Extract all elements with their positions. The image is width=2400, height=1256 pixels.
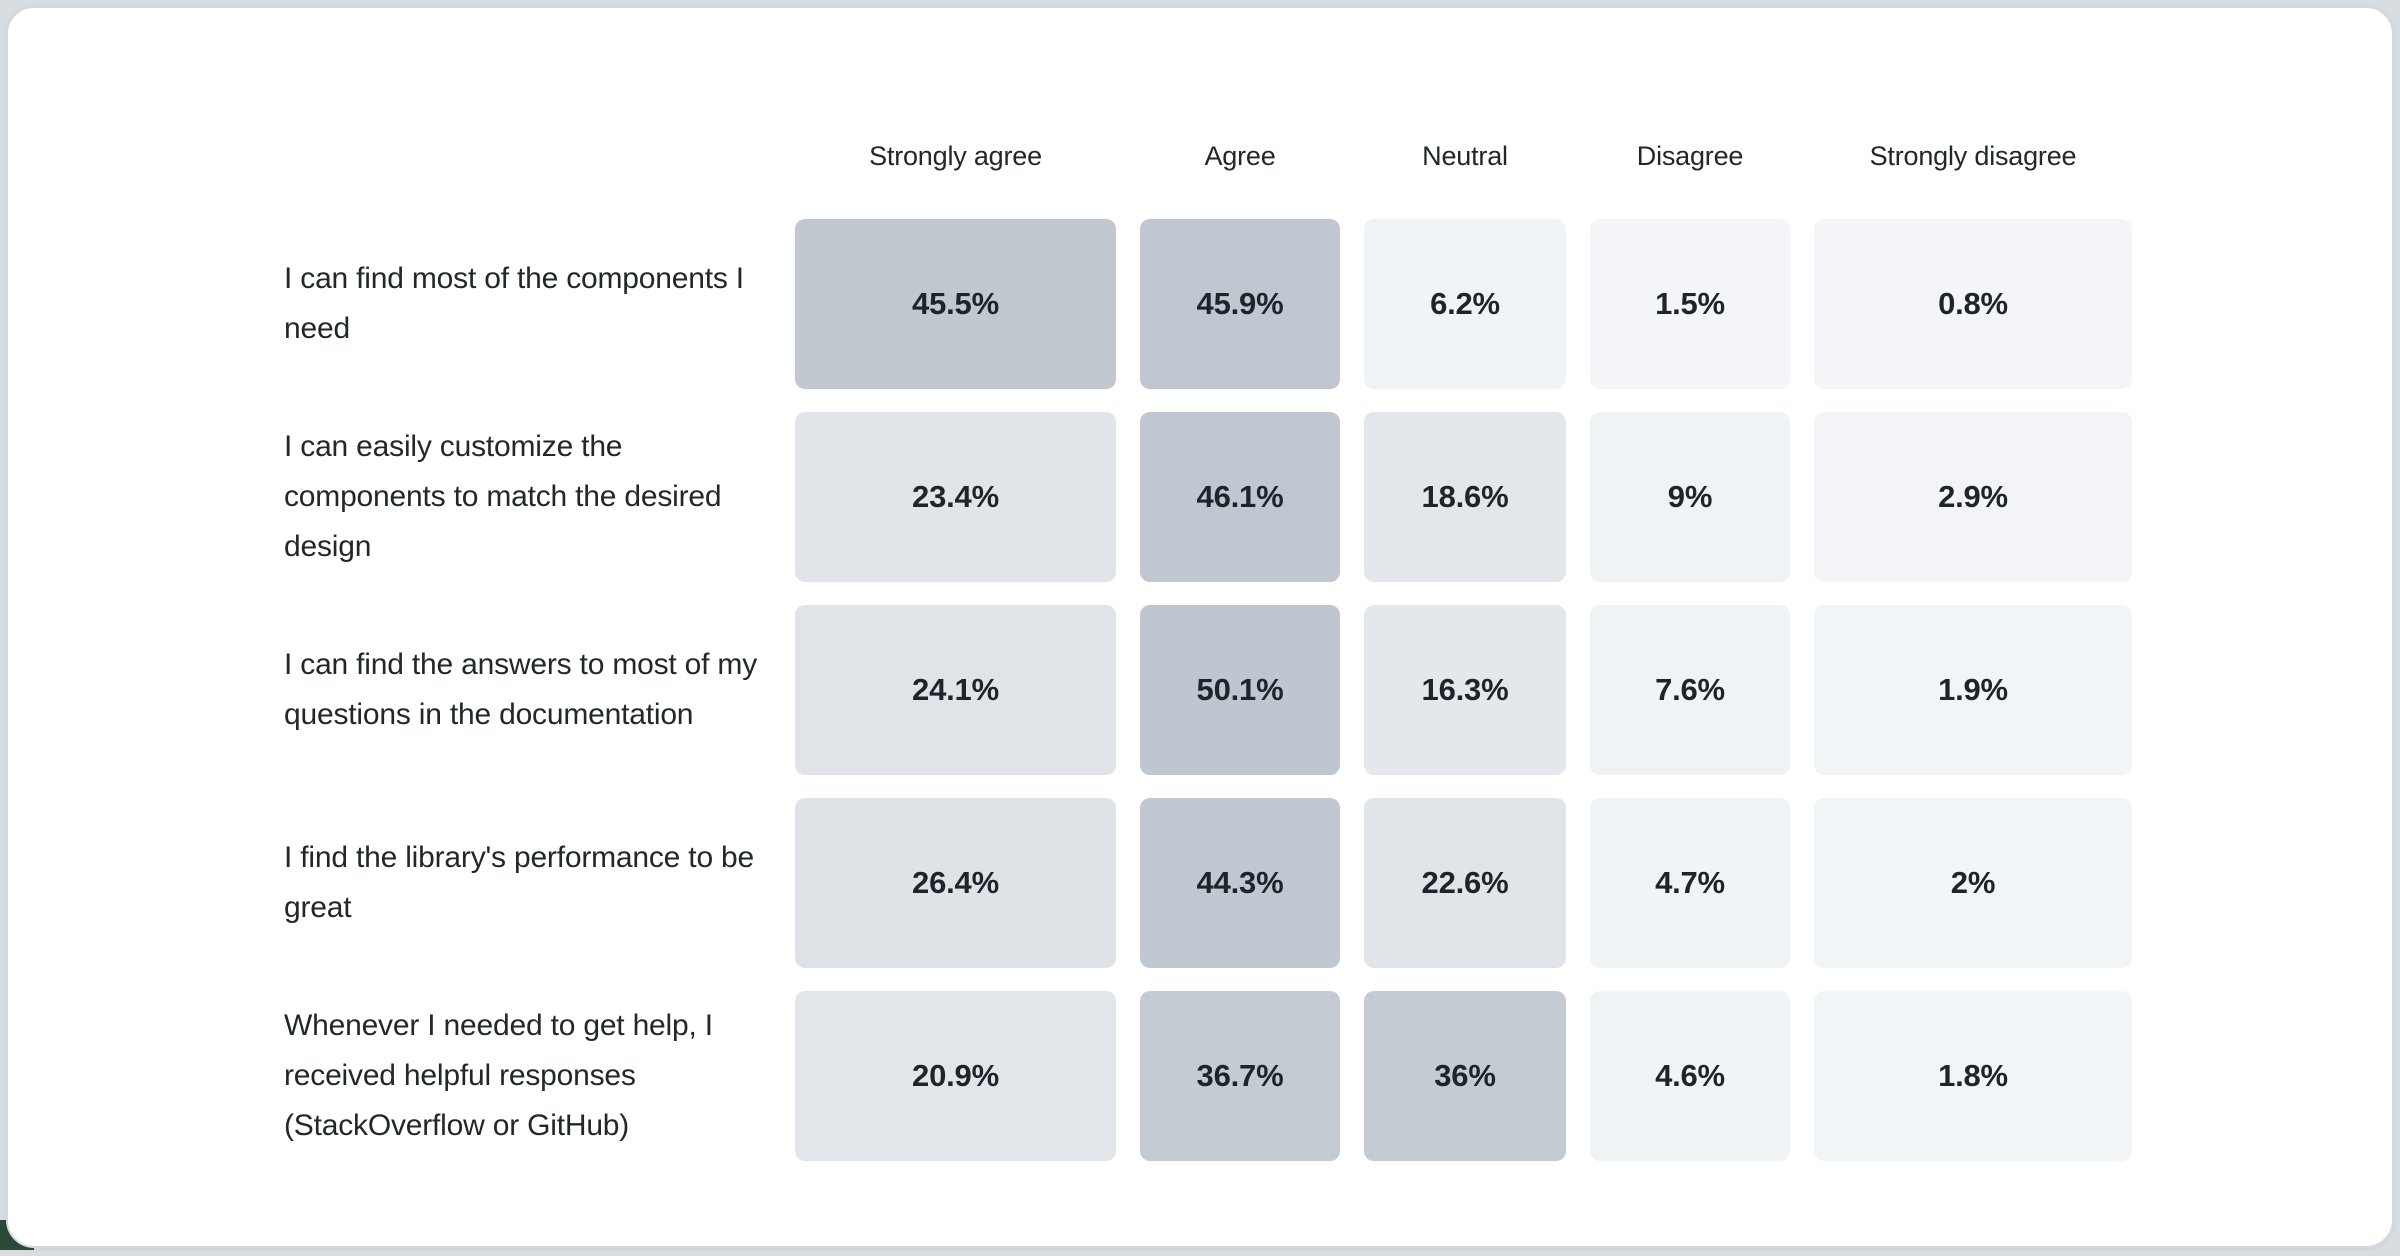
matrix-cell: 4.6%	[1590, 991, 1790, 1161]
matrix-cell: 0.8%	[1814, 219, 2132, 389]
survey-card: Strongly agree Agree Neutral Disagree Strong…	[6, 6, 2394, 1248]
row-label: I can find most of the components I need	[284, 262, 744, 345]
column-header: Agree	[1204, 140, 1276, 171]
matrix-cell: 1.9%	[1814, 605, 2132, 775]
matrix-cell: 18.6%	[1364, 412, 1566, 582]
row-label: I can easily customize the components to…	[284, 430, 722, 563]
survey-matrix: Strongly agree Agree Neutral Disagree Strong…	[284, 116, 2132, 1161]
column-header: Neutral	[1422, 140, 1508, 171]
row-label: I can find the answers to most of my que…	[284, 648, 758, 731]
matrix-cell: 4.7%	[1590, 798, 1790, 968]
matrix-cell: 46.1%	[1140, 412, 1340, 582]
matrix-cell: 45.5%	[795, 219, 1116, 389]
matrix-cell: 36.7%	[1140, 991, 1340, 1161]
matrix-cell: 26.4%	[795, 798, 1116, 968]
column-header: Strongly disagree	[1869, 140, 2077, 171]
matrix-cell: 2%	[1814, 798, 2132, 968]
matrix-cell: 1.8%	[1814, 991, 2132, 1161]
row-label: I find the library's performance to be g…	[284, 841, 755, 924]
matrix-cell: 24.1%	[795, 605, 1116, 775]
row-label: Whenever I needed to get help, I receive…	[284, 1009, 713, 1142]
matrix-cell: 6.2%	[1364, 219, 1566, 389]
column-header: Disagree	[1636, 140, 1744, 171]
matrix-cell: 20.9%	[795, 991, 1116, 1161]
matrix-cell: 36%	[1364, 991, 1566, 1161]
matrix-cell: 1.5%	[1590, 219, 1790, 389]
matrix-cell: 22.6%	[1364, 798, 1566, 968]
matrix-cell: 9%	[1590, 412, 1790, 582]
matrix-cell: 50.1%	[1140, 605, 1340, 775]
matrix-corner-spacer	[284, 116, 771, 196]
matrix-cell: 2.9%	[1814, 412, 2132, 582]
matrix-cell: 23.4%	[795, 412, 1116, 582]
column-header: Strongly agree	[869, 140, 1042, 171]
matrix-cell: 44.3%	[1140, 798, 1340, 968]
matrix-cell: 7.6%	[1590, 605, 1790, 775]
matrix-cell: 45.9%	[1140, 219, 1340, 389]
matrix-cell: 16.3%	[1364, 605, 1566, 775]
